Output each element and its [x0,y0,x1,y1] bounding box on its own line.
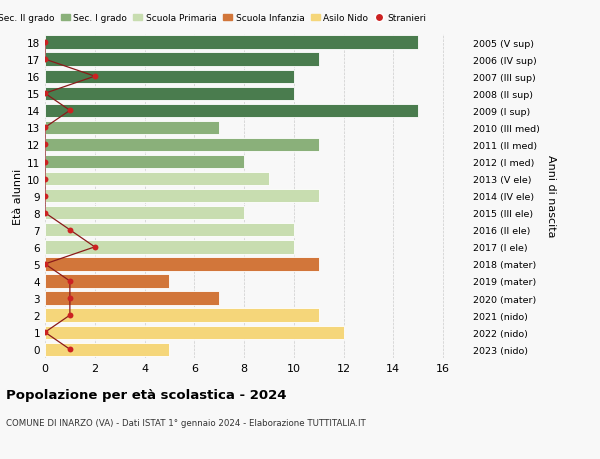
Bar [45,156,244,169]
Point [65,227,74,234]
Bar [45,36,418,50]
Bar [45,257,319,271]
Point [40,193,50,200]
Point [40,56,50,64]
Y-axis label: Età alunni: Età alunni [13,168,23,224]
Bar [45,53,319,67]
Point [40,175,50,183]
Point [40,261,50,268]
Text: COMUNE DI INARZO (VA) - Dati ISTAT 1° gennaio 2024 - Elaborazione TUTTITALIA.IT: COMUNE DI INARZO (VA) - Dati ISTAT 1° ge… [6,418,366,427]
Point [40,39,50,47]
Bar [45,139,319,152]
Point [40,329,50,336]
Point [65,278,74,285]
Point [90,73,100,81]
Point [40,141,50,149]
Bar [45,292,219,305]
Bar [45,343,169,356]
Point [40,124,50,132]
Bar [45,87,294,101]
Bar [45,326,344,339]
Bar [45,309,319,322]
Legend: Sec. II grado, Sec. I grado, Scuola Primaria, Scuola Infanzia, Asilo Nido, Stran: Sec. II grado, Sec. I grado, Scuola Prim… [0,11,430,27]
Bar [45,70,294,84]
Bar [45,173,269,186]
Point [40,210,50,217]
Bar [45,190,319,203]
Point [65,312,74,319]
Point [40,90,50,98]
Point [65,107,74,115]
Point [40,158,50,166]
Bar [45,207,244,220]
Text: Popolazione per età scolastica - 2024: Popolazione per età scolastica - 2024 [6,388,287,401]
Y-axis label: Anni di nascita: Anni di nascita [547,155,556,237]
Bar [45,275,169,288]
Point [90,244,100,251]
Bar [45,224,294,237]
Bar [45,122,219,135]
Bar [45,105,418,118]
Point [65,295,74,302]
Point [65,346,74,353]
Bar [45,241,294,254]
